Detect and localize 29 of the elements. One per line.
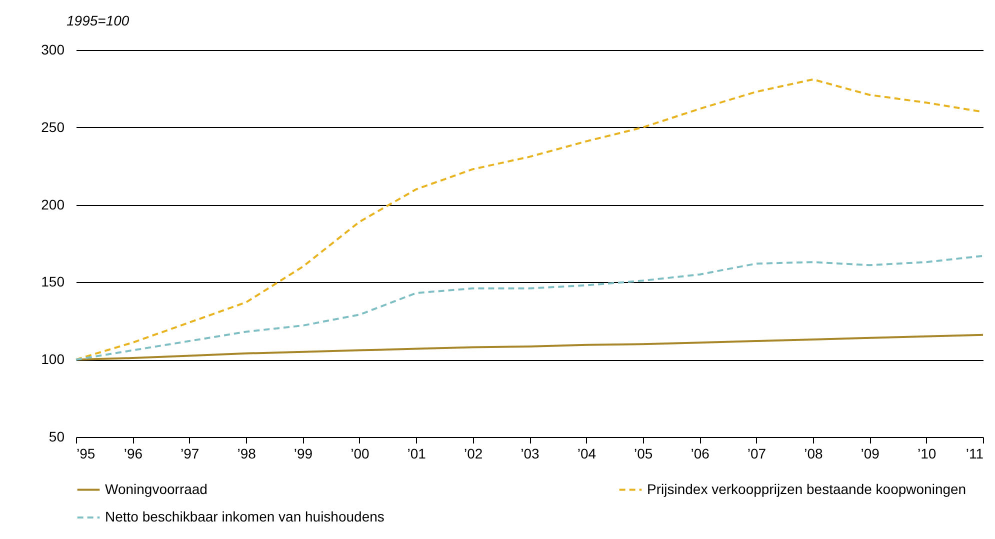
y-tick-label: 200: [41, 196, 65, 212]
y-axis-title: 1995=100: [66, 12, 130, 28]
x-tick-label: ’96: [124, 446, 143, 462]
x-tick-label: ’04: [577, 446, 596, 462]
x-tick-label: ’99: [294, 446, 313, 462]
x-tick-label: ’09: [860, 446, 880, 462]
legend-label: Woningvoorraad: [105, 480, 208, 497]
legend-label: Netto beschikbaar inkomen van huishoudens: [105, 508, 384, 524]
x-tick-label: ’06: [690, 446, 710, 462]
x-tick-label: ’97: [180, 446, 200, 462]
x-tick-label: ’08: [804, 446, 823, 462]
x-tick-label: ’00: [350, 446, 370, 462]
x-tick-label: ’05: [634, 446, 653, 462]
y-tick-label: 100: [41, 351, 65, 368]
y-tick-label: 150: [41, 274, 65, 290]
x-tick-label: ’07: [747, 446, 766, 462]
y-tick-label: 300: [41, 42, 65, 58]
y-tick-label: 50: [48, 428, 65, 444]
x-tick-label: ’10: [917, 446, 936, 462]
x-tick-label: ’01: [407, 446, 426, 462]
x-tick-label: ’03: [520, 446, 540, 462]
line-series: [75, 254, 984, 361]
x-tick-label: ’11: [966, 446, 984, 462]
y-tick-label: 250: [41, 118, 65, 135]
x-tick-label: ’02: [464, 446, 483, 462]
x-tick-label: ’98: [237, 446, 256, 462]
x-tick-label: ’95: [76, 446, 96, 462]
line-series: [75, 334, 984, 361]
legend-label: Prijsindex verkoopprijzen bestaande koopwoningen: [647, 480, 966, 497]
